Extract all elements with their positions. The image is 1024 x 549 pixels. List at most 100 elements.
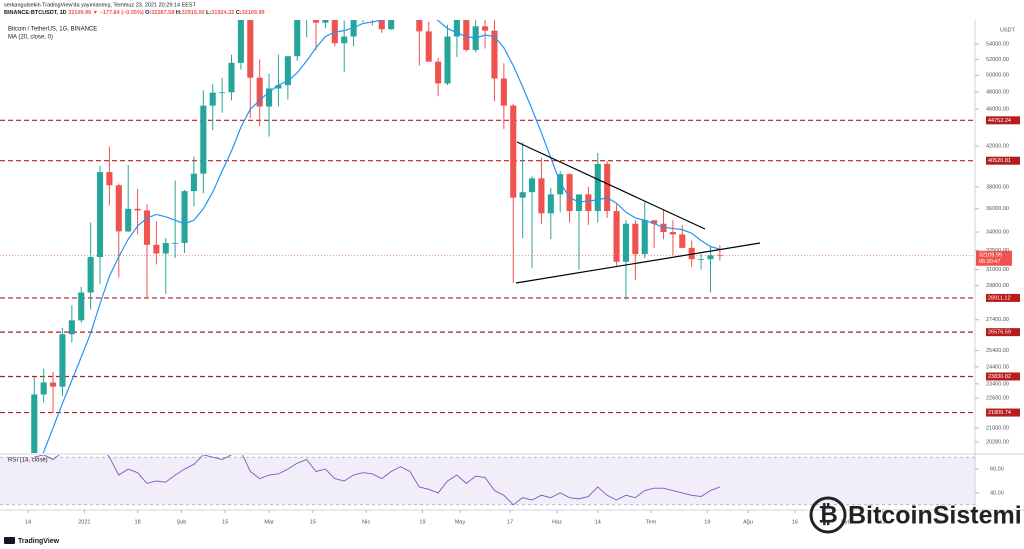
candle-body [416,20,423,32]
publisher: serkangulsekin TradingView'da yayınlanmı… [4,2,197,8]
candle-body [228,62,235,93]
candle-body [294,20,301,57]
brand: TradingView [18,538,60,545]
level-label: 26576.59 [988,330,1011,336]
x-tick-label: 17 [507,519,513,525]
chart-title: Bitcoin / TetherUS, 1G, BINANCE [8,27,97,33]
candle-body [200,105,207,174]
rsi-line [34,455,721,506]
candle-body [660,223,667,233]
x-tick-label: 14 [595,519,601,525]
triangle [515,141,761,284]
candle-body [256,77,263,107]
y-tick-label: 23400.00 [986,381,1009,387]
x-tick-label: 15 [310,519,316,525]
level-label: 21806.74 [988,410,1011,416]
candle-body [50,382,57,387]
symbol-line: BINANCE:BTCUSDT, 1D 32109.99 ▼ −177.84 (… [4,10,265,16]
y-tick-label: 27400.00 [986,317,1009,323]
ohlc-key: C: [236,10,242,16]
candle-body [716,254,723,256]
rsi-pane [0,455,975,506]
ohlc-value: 32287.58 [151,10,174,16]
candle-body [669,232,676,235]
level-label-box [986,116,1020,125]
candle-body [613,211,620,262]
y-tick-label: 60.00 [990,467,1004,473]
y-tick-label: 31000.00 [986,267,1009,273]
axes: 54000.00 52000.00 50000.00 48000.00 46000.00… [25,41,1020,525]
trend-line [516,141,706,230]
y-tick-label: 29800.00 [986,283,1009,289]
candle-body [425,31,432,62]
candle-body [78,292,85,321]
level-label-box [986,408,1020,417]
watermark-icon [809,496,847,534]
y-tick-label: 38000.00 [986,184,1009,190]
candle-body [622,223,629,262]
ohlc-key: L: [206,10,211,16]
x-tick-label: 14 [25,519,31,525]
trend-line [515,242,761,284]
level-label: 23830.82 [988,374,1011,380]
candle-body [388,20,395,30]
axis-label: USDT [1000,27,1016,33]
candle-body [528,178,536,193]
candle-body [134,208,141,211]
candle-body [219,92,226,94]
candle-body [435,61,442,84]
ohlc-key: H: [176,10,182,16]
candle-body [585,194,592,212]
watermark: ₿ BitcoinSistemi [809,496,1022,534]
y-tick-label: 34000.00 [986,229,1009,235]
level-label: 44752.24 [988,118,1011,124]
candle-body [162,242,169,254]
x-tick-label: Nis [362,519,370,525]
level-label-box [986,293,1020,302]
last-price-box [976,250,1012,266]
candle-body [632,223,639,255]
candle-body [96,172,104,258]
y-tick-label: 52000.00 [986,57,1009,63]
candle-body [519,192,526,198]
x-tick-label: Tem [646,519,657,525]
candle-body [707,255,714,260]
y-tick-label: 42000.00 [986,144,1009,150]
candle-body [106,172,113,186]
level-label: 28911.12 [988,295,1011,301]
candle-body [190,173,197,192]
candle-body [181,191,188,243]
candle-body [284,56,291,86]
candle-body [378,20,385,30]
x-tick-label: Eyl [841,519,849,525]
candle-body [575,194,583,212]
candle-body [688,247,695,260]
ma-line [42,20,721,453]
candle-body [604,163,611,212]
ohlc-value: 31924.32 [211,10,234,16]
candle-body [557,174,564,195]
y-tick-label: 50000.00 [986,73,1009,79]
x-tick-label: 2021 [78,519,90,525]
candle-body [547,194,554,214]
candle-body [491,30,498,79]
candle-body [482,26,489,31]
candle-body [322,20,329,23]
footer-brand: TradingView [4,537,60,545]
countdown: 06:30:47 [979,259,1000,265]
price: 32109.99 [68,10,91,16]
y-tick-label: 25400.00 [986,348,1009,354]
level-label-box [986,328,1020,337]
candle-body [40,382,47,395]
y-tick-label: 21000.00 [986,425,1009,431]
candle-body [115,185,122,232]
rsi-title: RSI (14, close) [8,458,48,464]
y-tick-label: 54000.00 [986,41,1009,47]
x-tick-label: 19 [704,519,710,525]
change: −177.84 (−0.55%) [100,10,144,16]
candle-body [153,244,160,254]
y-tick-label: 36000.00 [986,206,1009,212]
candle-body [510,105,517,198]
y-tick-label: 48000.00 [986,89,1009,95]
y-tick-label: 22600.00 [986,395,1009,401]
